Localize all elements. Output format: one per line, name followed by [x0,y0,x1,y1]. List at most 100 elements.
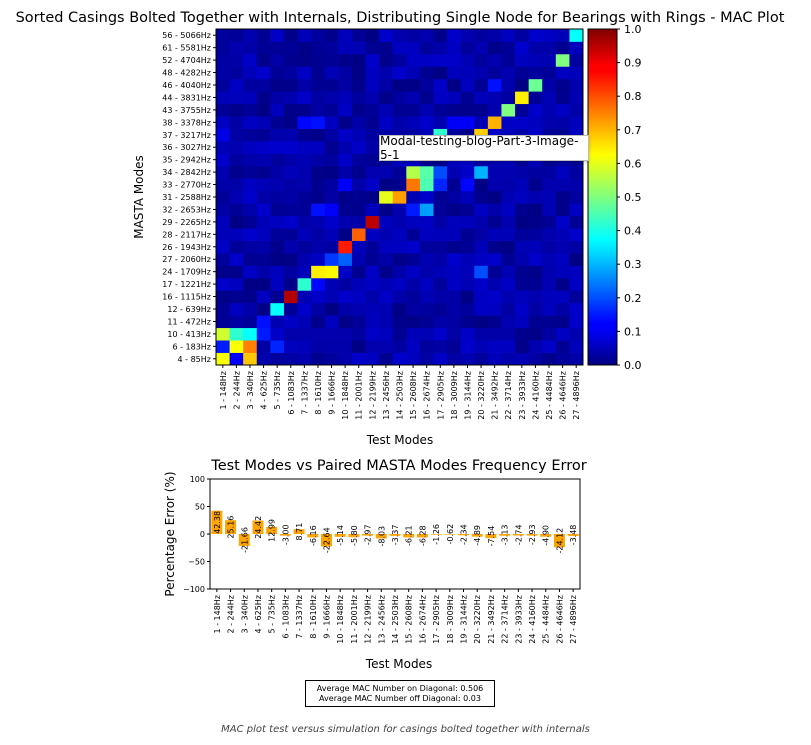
heatmap-cell [528,190,543,204]
heatmap-cell [501,53,516,67]
heatmap-cell [447,340,462,353]
heatmap-cell [419,215,434,229]
heatmap-cell [447,203,462,217]
heatmap-cell [501,265,516,279]
heatmap-cell [338,240,353,254]
heatmap-cell [392,302,407,316]
heatmap-cell [447,265,462,279]
heatmap-cell [243,315,258,329]
heatmap-cell [487,165,502,179]
heatmap-cell [542,253,557,266]
heatmap-x-tick-label: 5 - 735Hz [273,371,282,410]
heatmap-cell [501,91,516,105]
heatmap-y-ticks: 4 - 85Hz 6 - 183Hz 10 - 413Hz 11 - 472Hz 12 … [162,31,216,364]
heatmap-cell [406,66,421,80]
heatmap-cell [243,290,258,304]
heatmap-cell [297,91,312,105]
heatmap-cell [270,277,285,291]
bar-value-label: -4.90 [542,525,551,546]
heatmap-cell [474,103,489,117]
heatmap-cell [515,203,530,217]
heatmap-cell [229,53,244,67]
bar-x-tick-label: 13 - 2456Hz [377,595,386,644]
heatmap-cell [256,78,271,92]
bar-y-tick-label: 100 [190,475,205,484]
heatmap-cell [365,103,380,117]
heatmap-cell [447,277,462,291]
heatmap-cell [324,103,339,117]
heatmap-cell [243,190,258,204]
heatmap-cell [406,290,421,304]
bar-value-label: 24.42 [254,516,263,539]
bar-value-label: -5.80 [350,525,359,546]
heatmap-x-tick-label: 9 - 1666Hz [328,371,337,415]
heatmap-cell [311,141,326,154]
heatmap-cell [311,116,326,129]
heatmap-cell [311,91,326,105]
bar-x-tick-label: 9 - 1666Hz [322,595,331,639]
bar-value-label: -22.64 [322,527,331,553]
bar-x-tick-label: 22 - 3714Hz [501,595,510,644]
heatmap-cell [392,66,407,80]
bar [567,534,579,536]
heatmap-cell [283,153,298,167]
heatmap-cell [474,41,489,55]
heatmap-cell [419,240,434,254]
heatmap-cell [256,340,271,353]
heatmap-cell [392,78,407,92]
heatmap-cell [392,265,407,279]
heatmap-cell [501,327,516,341]
heatmap-cell [569,327,584,341]
heatmap-cell [311,190,326,204]
heatmap-cell [338,265,353,279]
heatmap-cell [338,327,353,341]
heatmap-cell [474,165,489,179]
bar-value-label: -0.62 [446,524,455,545]
heatmap-cell [379,53,394,67]
heatmap-cell [283,203,298,217]
heatmap-cell [406,165,421,179]
heatmap-y-tick-label: 6 - 183Hz [172,342,211,351]
heatmap-cell [515,253,530,266]
heatmap-cell [297,53,312,67]
heatmap-cell [351,165,366,179]
heatmap-cell [406,91,421,105]
heatmap-cell [216,141,230,154]
bar [540,534,552,537]
heatmap-cell [528,103,543,117]
heatmap-cell [324,340,339,353]
heatmap-y-tick-label: 48 - 4282Hz [162,69,211,78]
heatmap-cell [487,41,502,55]
heatmap-cell [515,352,530,366]
heatmap-y-tick-label: 61 - 5581Hz [162,44,211,53]
heatmap-cell [243,66,258,80]
heatmap-y-tick-label: 16 - 1115Hz [162,293,211,302]
heatmap-cell [379,240,394,254]
heatmap-cell [256,277,271,291]
heatmap-cell [474,277,489,291]
heatmap-cell [283,78,298,92]
heatmap-x-tick-label: 15 - 2608Hz [409,371,418,420]
heatmap-cell [501,66,516,80]
heatmap-cell [283,315,298,329]
heatmap-cell [324,165,339,179]
heatmap-cell [256,41,271,55]
bar-value-label: -7.54 [487,526,496,547]
heatmap-cell [379,78,394,92]
heatmap-cell [324,315,339,329]
heatmap-cell [338,53,353,67]
heatmap-cell [229,203,244,217]
heatmap-cell [433,340,448,353]
heatmap-xlabel: Test Modes [366,433,433,447]
heatmap-cell [528,116,543,129]
heatmap-cell [406,340,421,353]
heatmap-cell [542,178,557,192]
heatmap-cell [351,190,366,204]
heatmap-cell [311,103,326,117]
heatmap-cell [501,253,516,266]
heatmap-cell [515,190,530,204]
heatmap-cell [569,203,584,217]
heatmap-cell [406,41,421,55]
heatmap-cell [433,91,448,105]
bar-x-tick-label: 7 - 1337Hz [295,595,304,639]
